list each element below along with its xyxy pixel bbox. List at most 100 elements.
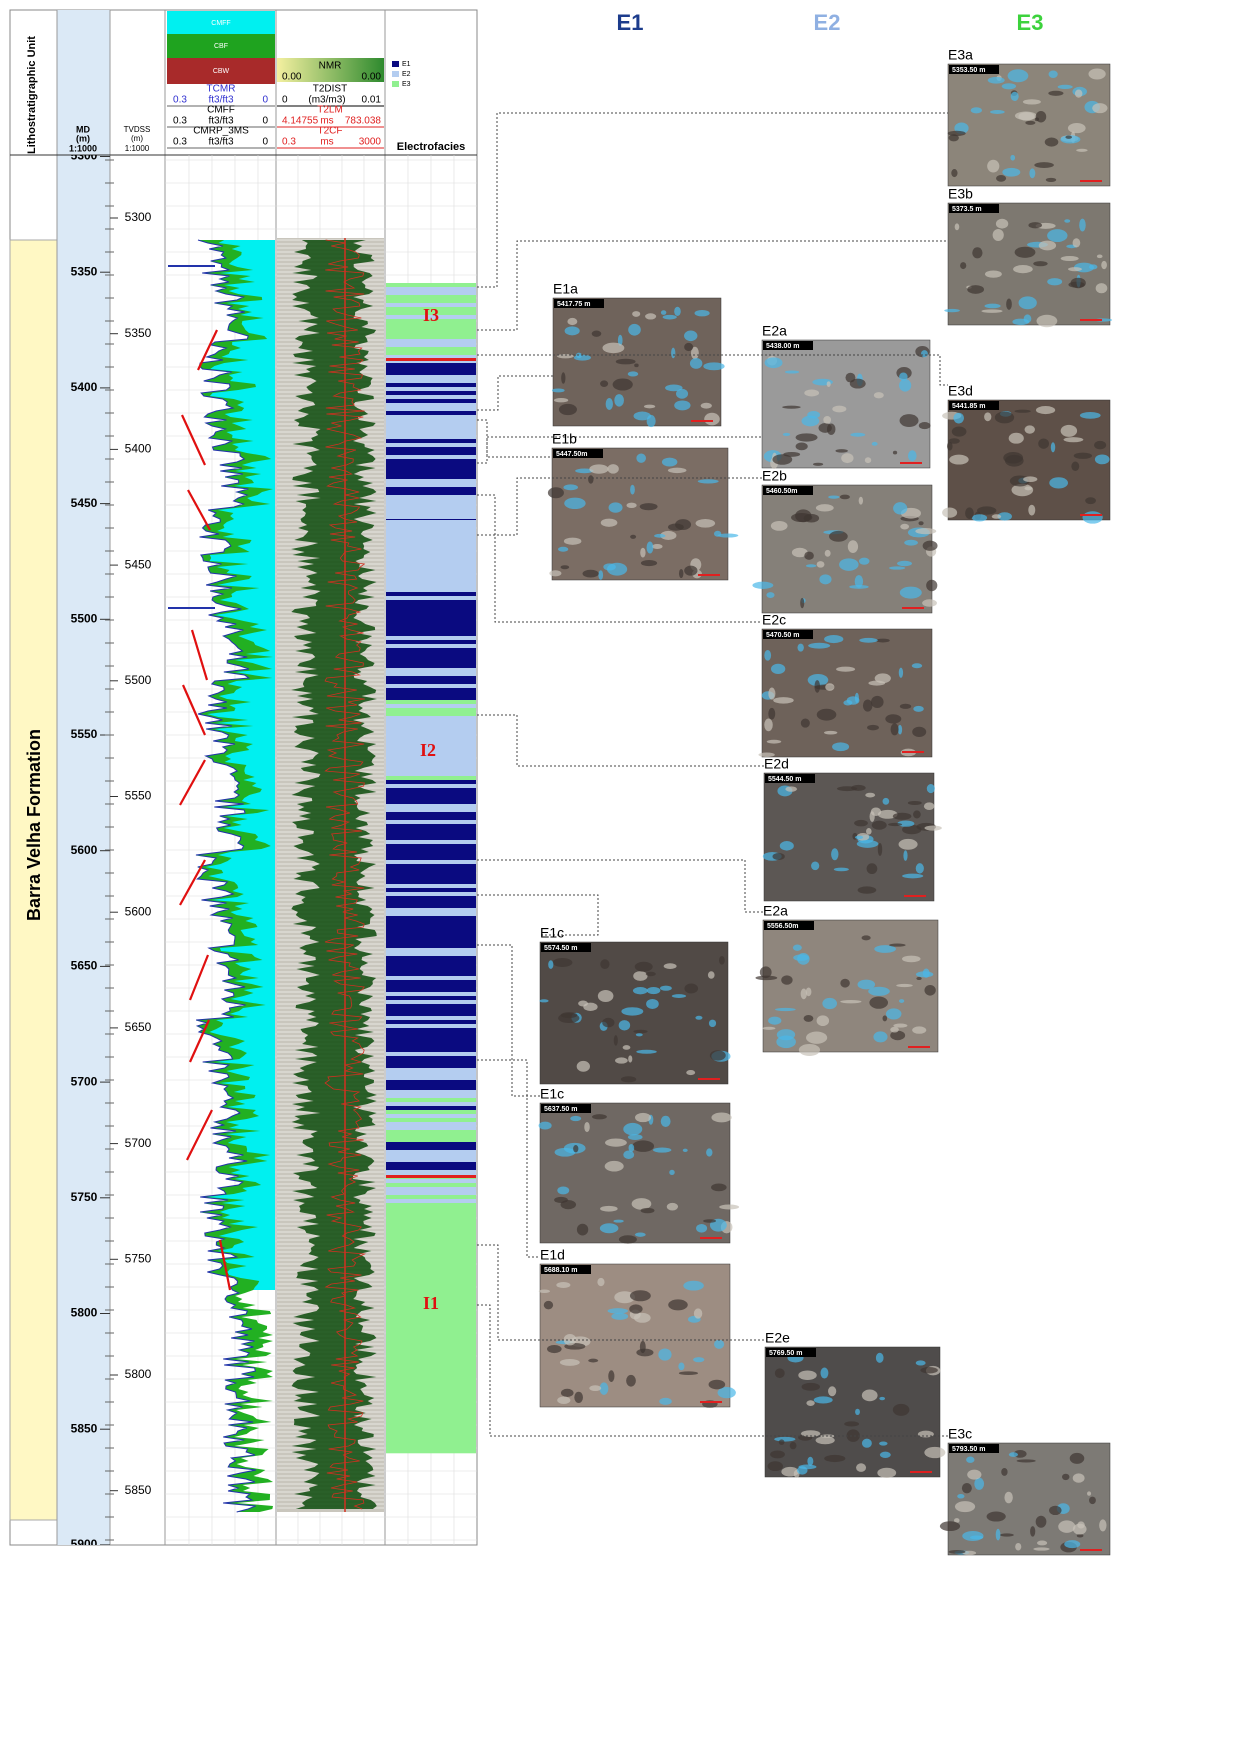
texture: [839, 558, 858, 570]
facies-stripe: [386, 908, 476, 912]
texture: [1036, 111, 1047, 122]
texture: [821, 1368, 829, 1379]
facies-stripe: [386, 1209, 476, 1213]
texture: [589, 464, 608, 473]
facies-stripe: [386, 443, 476, 447]
facies-stripe: [386, 680, 476, 684]
facies-stripe: [386, 880, 476, 884]
texture: [790, 1442, 797, 1449]
texture: [544, 1301, 553, 1309]
texture: [698, 479, 719, 483]
texture: [847, 696, 860, 705]
tvdss-tick-label: 5650: [125, 1020, 152, 1034]
depth-label: 5470.50 m: [766, 632, 799, 639]
texture: [879, 1397, 885, 1400]
facies-stripe: [386, 1094, 476, 1098]
texture: [561, 565, 570, 569]
curve-max: 0: [262, 137, 268, 148]
connector: [477, 376, 553, 410]
texture: [554, 398, 568, 402]
texture: [628, 324, 641, 336]
facies-stripe: [386, 536, 476, 540]
facies-stripe: [386, 471, 476, 475]
facies-stripe: [386, 660, 476, 664]
texture: [1028, 222, 1042, 228]
texture: [1080, 412, 1101, 419]
texture: [558, 547, 568, 552]
facies-stripe: [386, 1020, 476, 1024]
facies-stripe: [386, 620, 476, 624]
curve-min: 0.3: [173, 116, 187, 127]
texture: [952, 427, 967, 437]
texture: [1006, 298, 1012, 309]
texture: [717, 534, 738, 538]
texture: [874, 392, 884, 398]
depth-label: 5769.50 m: [769, 1350, 802, 1357]
texture: [900, 414, 919, 427]
md-tick-label: 5850: [71, 1421, 98, 1435]
facies-stripe: [386, 1365, 476, 1369]
facies-stripe: [386, 1405, 476, 1409]
texture: [1010, 155, 1015, 161]
texture: [948, 438, 959, 444]
facies-stripe: [386, 664, 476, 668]
curve-min: 0.3: [173, 137, 187, 148]
facies-stripe: [386, 1273, 476, 1277]
texture: [710, 1050, 726, 1060]
texture: [859, 497, 863, 505]
facies-stripe: [386, 700, 476, 704]
facies-stripe: [386, 507, 476, 511]
texture: [1062, 1474, 1069, 1480]
texture: [855, 1409, 860, 1415]
facies-stripe: [386, 1170, 476, 1174]
texture: [630, 485, 635, 495]
texture: [987, 160, 999, 173]
texture: [607, 563, 627, 576]
texture: [913, 810, 921, 818]
texture: [942, 507, 957, 517]
facies-stripe: [386, 676, 476, 680]
facies-stripe: [386, 684, 476, 688]
texture: [654, 534, 665, 538]
facies-stripe: [386, 1122, 476, 1126]
texture: [866, 828, 872, 835]
texture: [556, 1282, 570, 1288]
texture: [987, 1512, 1006, 1522]
texture: [995, 411, 1014, 423]
texture: [765, 357, 783, 368]
texture: [614, 394, 624, 407]
facies-stripe: [386, 435, 476, 439]
texture: [775, 1008, 796, 1011]
texture: [1028, 505, 1035, 516]
photo-title: E2b: [762, 468, 787, 484]
texture: [1023, 99, 1041, 104]
facies-stripe: [386, 1229, 476, 1233]
texture: [1002, 168, 1020, 177]
texture: [703, 1219, 716, 1222]
texture: [783, 433, 790, 436]
legend-swatch: [392, 81, 399, 87]
connector: [477, 420, 552, 457]
texture: [859, 558, 870, 565]
texture: [1070, 1453, 1085, 1464]
facies-stripe: [386, 1098, 476, 1102]
facies-stripe: [386, 1106, 476, 1110]
facies-stripe: [386, 1441, 476, 1445]
facies-stripe: [386, 832, 476, 836]
tvdss-tick-label: 5700: [125, 1136, 152, 1150]
facies-stripe: [386, 584, 476, 588]
texture: [825, 683, 834, 691]
texture: [621, 1007, 643, 1015]
facies-stripe: [386, 1257, 476, 1261]
facies-stripe: [386, 840, 476, 844]
facies-stripe: [386, 511, 476, 515]
texture: [814, 680, 820, 693]
texture: [813, 463, 823, 466]
photo-title: E1a: [553, 281, 578, 297]
texture: [762, 1027, 775, 1030]
connector: [477, 860, 763, 912]
texture: [903, 850, 907, 861]
texture: [806, 1032, 827, 1044]
texture: [623, 1045, 631, 1050]
texture: [902, 874, 923, 879]
